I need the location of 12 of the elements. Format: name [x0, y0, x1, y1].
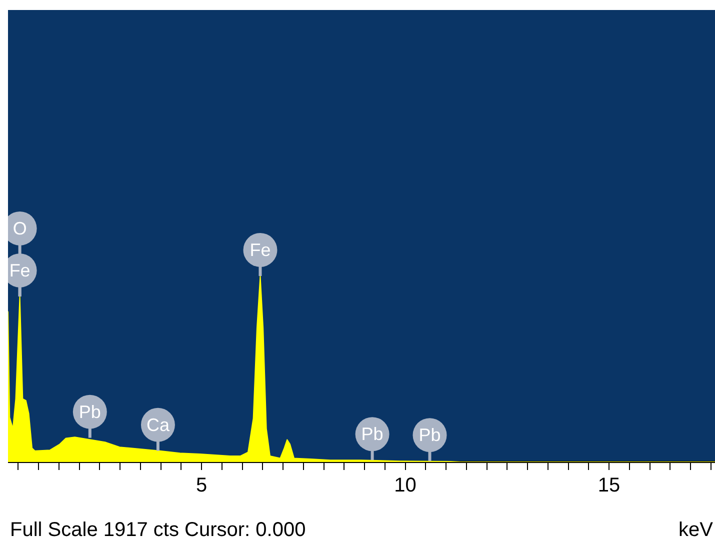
x-axis-title: keV [678, 519, 714, 541]
annotation: Fe [250, 240, 271, 260]
annotation: Pb [418, 425, 441, 446]
annotation: Fe [9, 260, 30, 280]
x-tick-label: 15 [598, 474, 620, 497]
annotation: Ca [146, 414, 170, 435]
annotation: Pb [78, 402, 101, 422]
annotation: Pb [361, 424, 384, 444]
text: Full Scale 1917 cts Cursor: 0.000 [10, 519, 306, 541]
annotation: O [12, 218, 27, 238]
x-tick-label: 5 [196, 474, 208, 497]
x-tick-label: 10 [394, 474, 416, 497]
